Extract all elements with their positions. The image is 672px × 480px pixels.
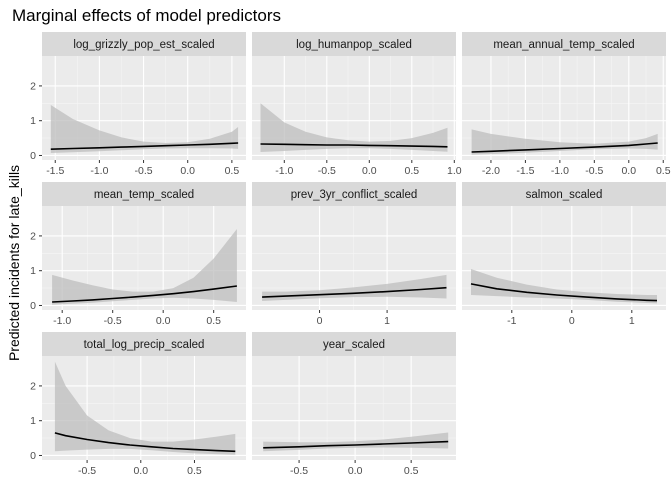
facet-strip-label: total_log_precip_scaled: [84, 339, 205, 351]
confidence-ribbon: [52, 229, 237, 305]
confidence-ribbon: [54, 361, 236, 455]
x-tick-label: -1.5: [46, 165, 64, 177]
y-tick-label: 2: [30, 230, 36, 242]
x-tick-label: 0.5: [656, 165, 671, 177]
facet-panel-mean-annual-temp-scaled: mean_annual_temp_scaled -2.0 -1.5 -1.0 -0.5 0…: [462, 32, 671, 177]
x-tick-label: 0.0: [362, 165, 377, 177]
confidence-ribbon: [260, 103, 448, 152]
facet-strip-label: log_grizzly_pop_est_scaled: [73, 39, 214, 51]
x-tick-label: -1.0: [275, 165, 293, 177]
facet-strip: [462, 32, 666, 56]
facet-panel-prev-3yr-conflict-scaled: prev_3yr_conflict_scaled 0 1: [252, 182, 456, 327]
x-tick-label: 1: [629, 315, 635, 327]
facet-strip-label: mean_annual_temp_scaled: [493, 39, 634, 51]
x-tick-label: -0.5: [585, 165, 603, 177]
y-tick-label: 1: [30, 415, 36, 427]
facet-strip: [252, 332, 456, 356]
x-tick-label: 0.0: [156, 315, 171, 327]
facet-strip-label: mean_temp_scaled: [94, 189, 194, 201]
fitted-line: [262, 286, 447, 298]
facet-strip-label: salmon_scaled: [526, 189, 603, 201]
x-tick-label: 0.5: [404, 165, 419, 177]
x-tick-label: 0: [569, 315, 575, 327]
x-tick-label: -1.0: [90, 165, 108, 177]
facet-strip: [252, 182, 456, 206]
facet-strip: [42, 32, 246, 56]
facet-panel-salmon-scaled: salmon_scaled -1 0 1: [462, 182, 666, 327]
facet-strip-label: year_scaled: [323, 339, 385, 351]
facet-strip: [252, 32, 456, 56]
y-tick-label: 1: [30, 265, 36, 277]
x-tick-label: -2.0: [482, 165, 500, 177]
fitted-line: [470, 283, 658, 302]
y-tick-label: 0: [30, 450, 36, 462]
facet-strip: [42, 332, 246, 356]
fitted-line: [52, 285, 238, 303]
fitted-line: [263, 440, 449, 449]
fitted-line: [260, 143, 448, 148]
confidence-ribbon: [471, 269, 657, 304]
facet-panel-total-log-precip-scaled: total_log_precip_scaled -0.5 0.0 0.5 0 1 2: [30, 332, 246, 477]
x-tick-label: -1: [507, 315, 516, 327]
y-axis-label: Predicted incidents for late_kills: [6, 165, 22, 361]
x-tick-label: 0.5: [404, 465, 419, 477]
x-tick-label: -1.0: [551, 165, 569, 177]
facet-strip: [42, 182, 246, 206]
x-tick-label: 1: [384, 315, 390, 327]
y-tick-label: 0: [30, 300, 36, 312]
x-tick-label: -0.5: [318, 165, 336, 177]
chart-title: Marginal effects of model predictors: [12, 6, 281, 25]
fitted-line: [50, 142, 239, 150]
x-tick-label: 0.0: [133, 465, 148, 477]
x-tick-label: -0.5: [290, 465, 308, 477]
fitted-line: [54, 432, 236, 453]
x-tick-label: 0.0: [180, 165, 195, 177]
facet-strip-label: prev_3yr_conflict_scaled: [291, 189, 418, 201]
x-tick-label: -0.5: [135, 165, 153, 177]
confidence-ribbon: [471, 129, 658, 155]
x-tick-label: 0.5: [187, 465, 202, 477]
x-tick-label: 1.0: [447, 165, 462, 177]
x-tick-label: -1.5: [516, 165, 534, 177]
x-tick-label: 0.5: [206, 315, 221, 327]
y-tick-label: 0: [30, 150, 36, 162]
facet-panel-log-grizzly-pop-est-scaled: log_grizzly_pop_est_scaled -1.5 -1.0 -0.5 0.…: [30, 32, 246, 177]
y-tick-label: 2: [30, 80, 36, 92]
facet-panel-log-humanpop-scaled: log_humanpop_scaled -1.0 -0.5 0.0 0.5 1.0: [252, 32, 462, 177]
y-tick-label: 2: [30, 380, 36, 392]
facet-grid: log_grizzly_pop_est_scaled -1.5 -1.0 -0.5 0.…: [30, 32, 671, 477]
x-tick-label: -0.5: [78, 465, 96, 477]
facet-strip-label: log_humanpop_scaled: [296, 39, 412, 51]
x-tick-label: -0.5: [104, 315, 122, 327]
facet-panel-mean-temp-scaled: mean_temp_scaled -1.0 -0.5 0.0 0.5 0 1 2: [30, 182, 246, 327]
x-tick-label: 0: [317, 315, 323, 327]
x-tick-label: 0.0: [348, 465, 363, 477]
x-tick-label: 0.0: [621, 165, 636, 177]
x-tick-label: -1.0: [53, 315, 71, 327]
confidence-ribbon: [50, 105, 239, 153]
x-tick-label: 0.5: [225, 165, 240, 177]
facet-panel-year-scaled: year_scaled -0.5 0.0 0.5: [252, 332, 456, 477]
fitted-line: [471, 142, 658, 153]
facet-strip: [462, 182, 666, 206]
y-tick-label: 1: [30, 115, 36, 127]
